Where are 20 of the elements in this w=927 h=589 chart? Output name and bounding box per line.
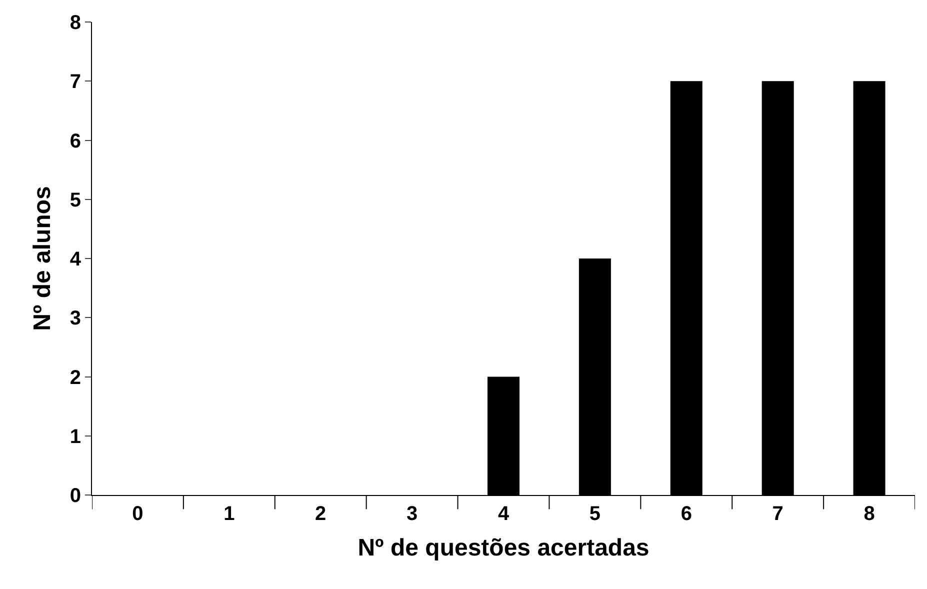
x-tick-label: 3 bbox=[406, 503, 418, 525]
y-tick-label: 0 bbox=[70, 485, 81, 507]
y-tick-label: 1 bbox=[70, 426, 81, 448]
y-axis-title: Nº de alunos bbox=[28, 186, 56, 331]
x-tick-label: 0 bbox=[132, 503, 144, 525]
y-tick-label: 5 bbox=[70, 189, 81, 212]
x-tick-label: 6 bbox=[680, 503, 692, 525]
y-tick-label: 4 bbox=[70, 248, 82, 270]
x-tick-label: 7 bbox=[772, 503, 784, 525]
y-tick-label: 6 bbox=[70, 130, 81, 152]
y-tick-label: 3 bbox=[70, 308, 81, 330]
x-tick-label: 5 bbox=[589, 503, 601, 525]
x-axis-title: Nº de questões acertadas bbox=[358, 534, 650, 562]
x-tick-label: 4 bbox=[498, 503, 510, 525]
y-tick-label: 8 bbox=[70, 12, 81, 34]
y-tick-label: 2 bbox=[70, 366, 81, 389]
y-tick-label: 7 bbox=[70, 71, 81, 94]
x-tick-label: 8 bbox=[864, 503, 875, 525]
x-tick-label: 1 bbox=[224, 503, 235, 525]
x-tick-label: 2 bbox=[315, 503, 326, 525]
